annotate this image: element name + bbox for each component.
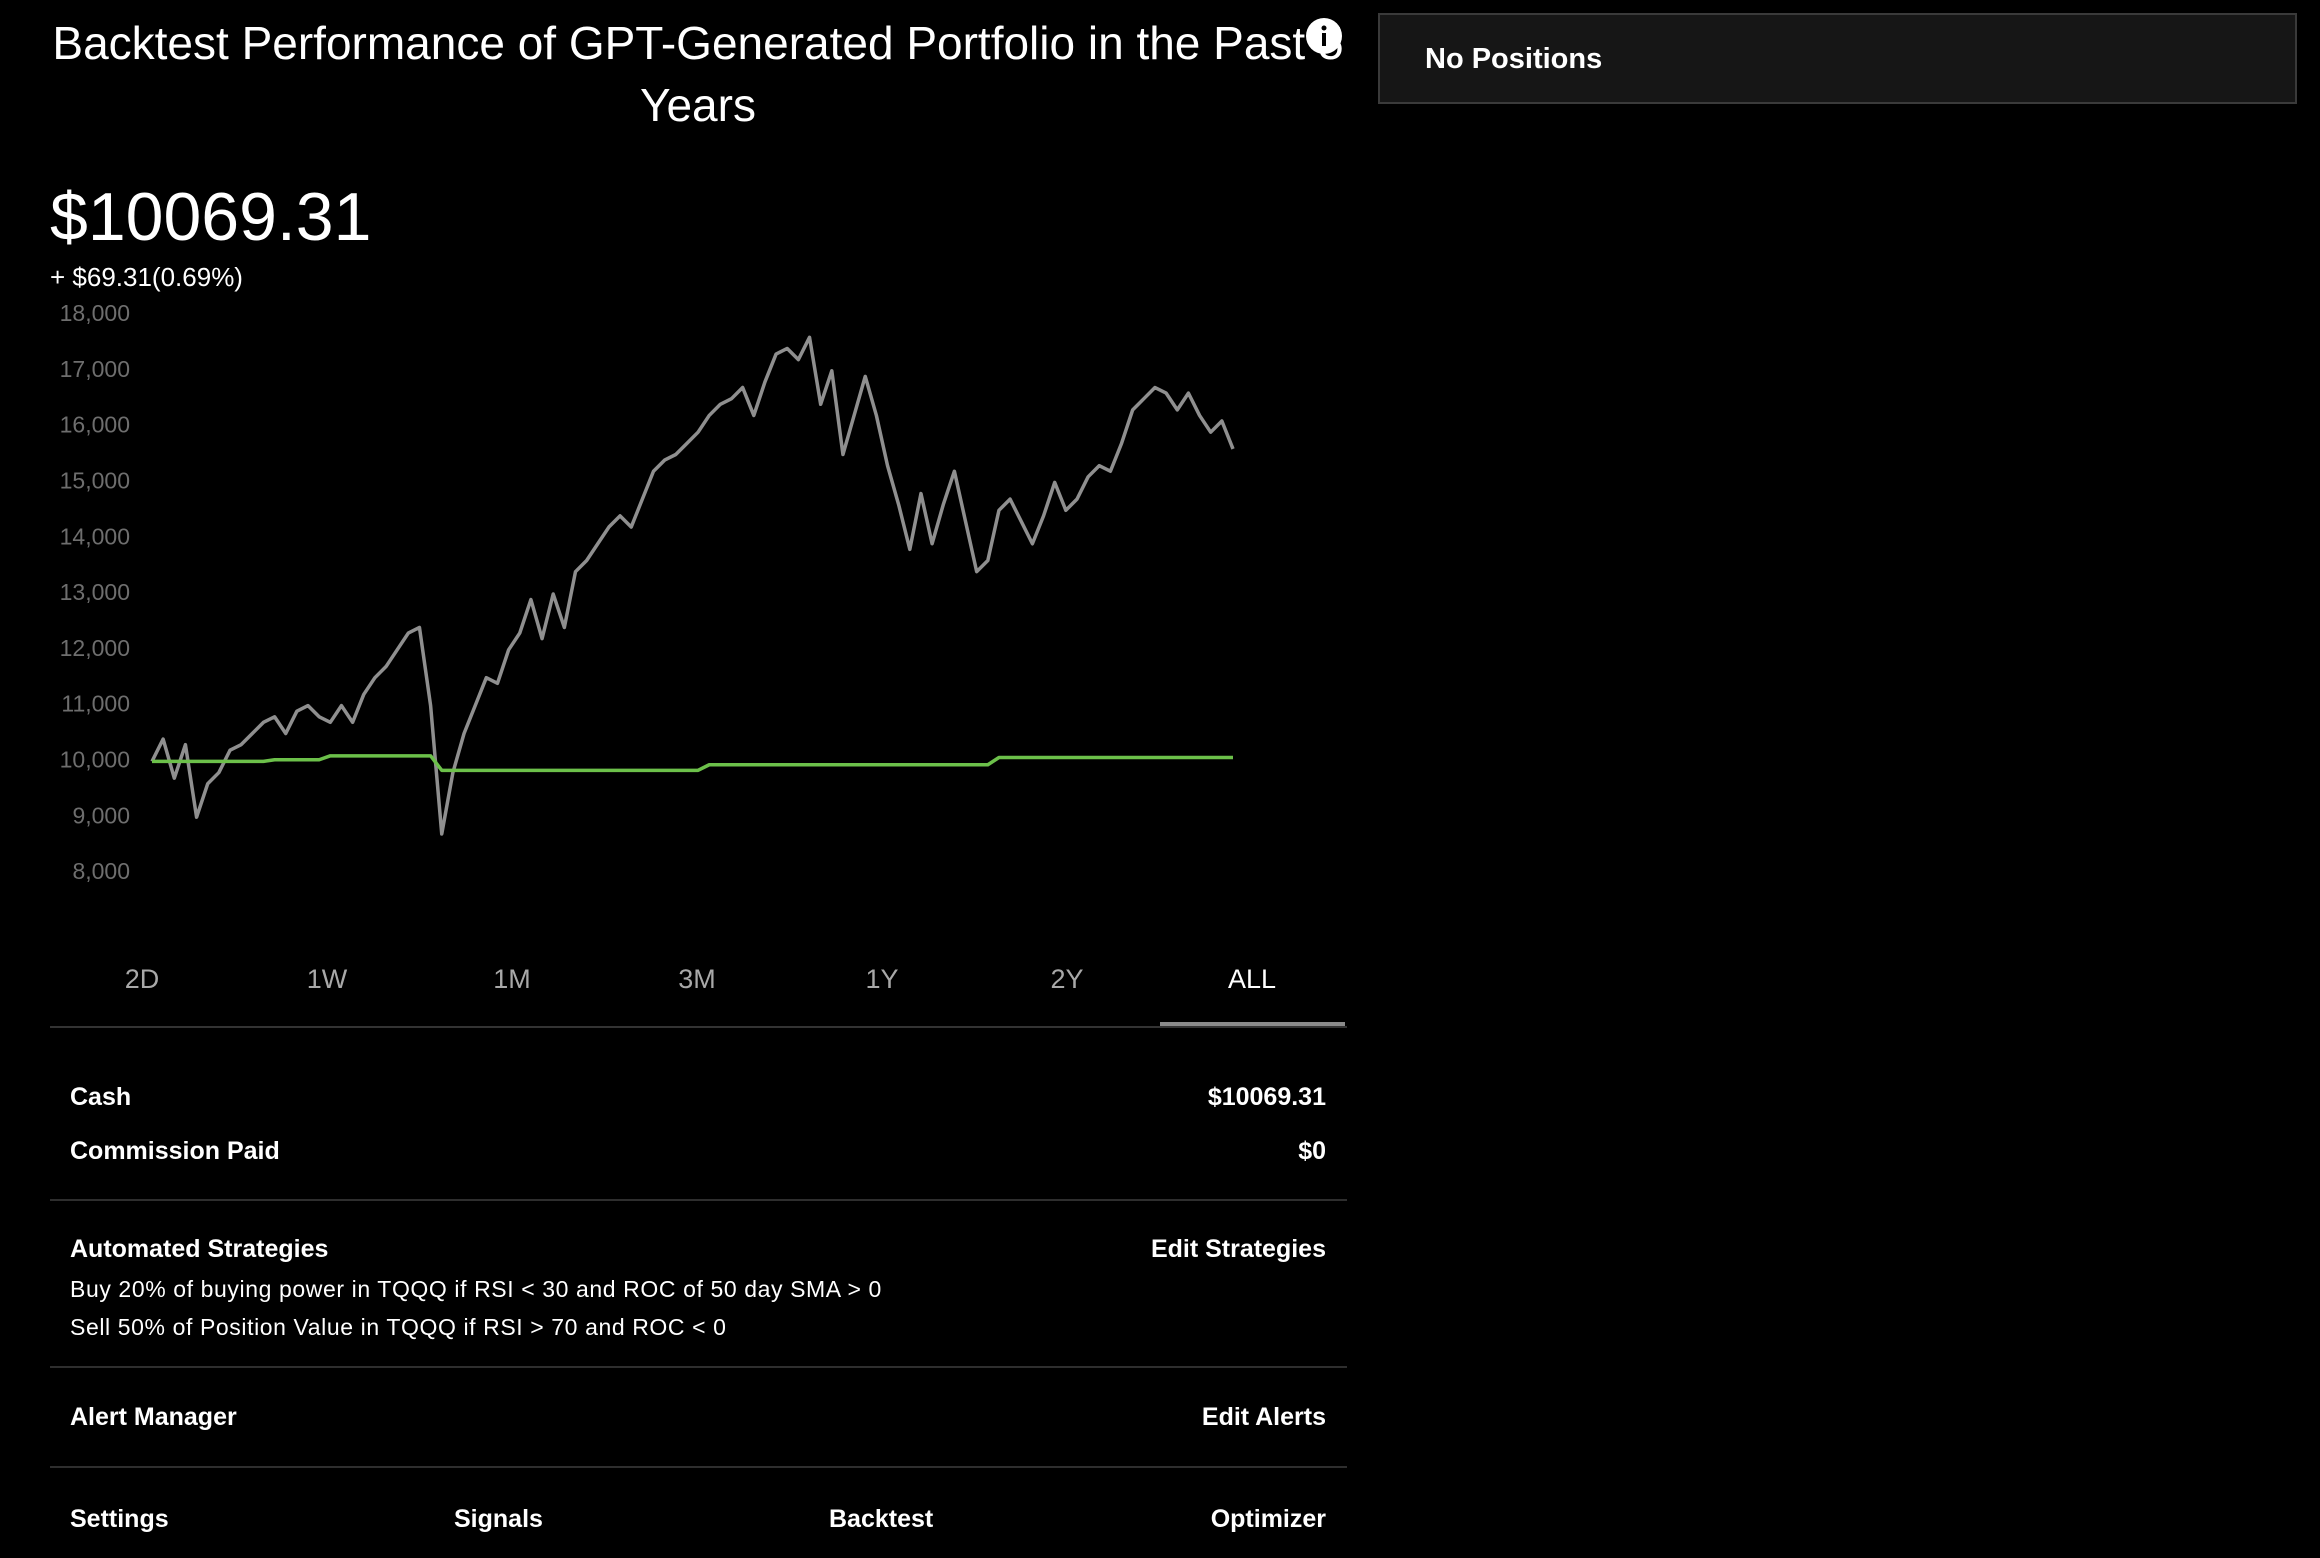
account-label: Commission Paid	[70, 1137, 280, 1165]
range-tab[interactable]: ALL	[1227, 964, 1277, 994]
strategy-item: Sell 50% of Position Value in TQQQ if RS…	[70, 1314, 727, 1340]
strategy-item: Buy 20% of buying power in TQQQ if RSI <…	[70, 1276, 882, 1302]
edit-alerts[interactable]: Edit Alerts	[1201, 1403, 1326, 1431]
y-tick-label: 14,000	[60, 523, 130, 549]
edit-strategies[interactable]: Edit Strategies	[1150, 1235, 1326, 1263]
info-icon[interactable]	[1306, 18, 1342, 54]
range-tab[interactable]: 2D	[124, 964, 160, 994]
y-tick-label: 12,000	[60, 635, 130, 661]
series-line	[150, 335, 1235, 836]
strategies-title: Automated Strategies	[70, 1235, 329, 1263]
divider	[50, 1199, 1347, 1201]
portfolio-change: + $69.31(0.69%)	[50, 262, 243, 292]
series-line	[152, 754, 1233, 773]
y-tick-label: 8,000	[72, 858, 130, 884]
positions-label: No Positions	[1425, 43, 1603, 75]
alerts-title: Alert Manager	[70, 1403, 237, 1431]
y-tick-label: 11,000	[61, 691, 130, 717]
y-tick-label: 13,000	[60, 579, 130, 605]
range-tab[interactable]: 1W	[306, 964, 348, 994]
y-tick-label: 15,000	[60, 467, 130, 493]
range-tab[interactable]: 1Y	[865, 964, 899, 994]
y-tick-label: 16,000	[60, 412, 130, 438]
y-tick-label: 17,000	[60, 356, 130, 382]
title: Backtest Performance of GPT-Generated Po…	[52, 17, 1344, 131]
selected-underline	[1160, 1022, 1345, 1028]
account-label: Cash	[70, 1083, 132, 1111]
divider	[50, 1466, 1347, 1468]
account-value: $0	[1298, 1137, 1326, 1165]
nav-item[interactable]: Signals	[454, 1505, 543, 1533]
y-tick-label: 9,000	[72, 802, 130, 828]
positions-panel: No Positions	[1378, 13, 2297, 104]
portfolio-value: $10069.31	[50, 179, 372, 255]
y-tick-label: 18,000	[60, 300, 130, 326]
chart: 18,000 17,000 16,000 15,000 14,000 13,000 12,0…	[60, 300, 1235, 884]
tabs-baseline	[50, 1026, 1347, 1028]
nav-item[interactable]: Settings	[70, 1505, 169, 1533]
nav-item[interactable]: Backtest	[829, 1505, 934, 1533]
range-tab[interactable]: 1M	[493, 964, 531, 994]
range-tab[interactable]: 3M	[678, 964, 716, 994]
divider	[50, 1366, 1347, 1368]
nav-item[interactable]: Optimizer	[1210, 1505, 1326, 1533]
y-tick-label: 10,000	[60, 746, 130, 772]
range-tab[interactable]: 2Y	[1050, 964, 1084, 994]
account-value: $10069.31	[1207, 1083, 1326, 1111]
